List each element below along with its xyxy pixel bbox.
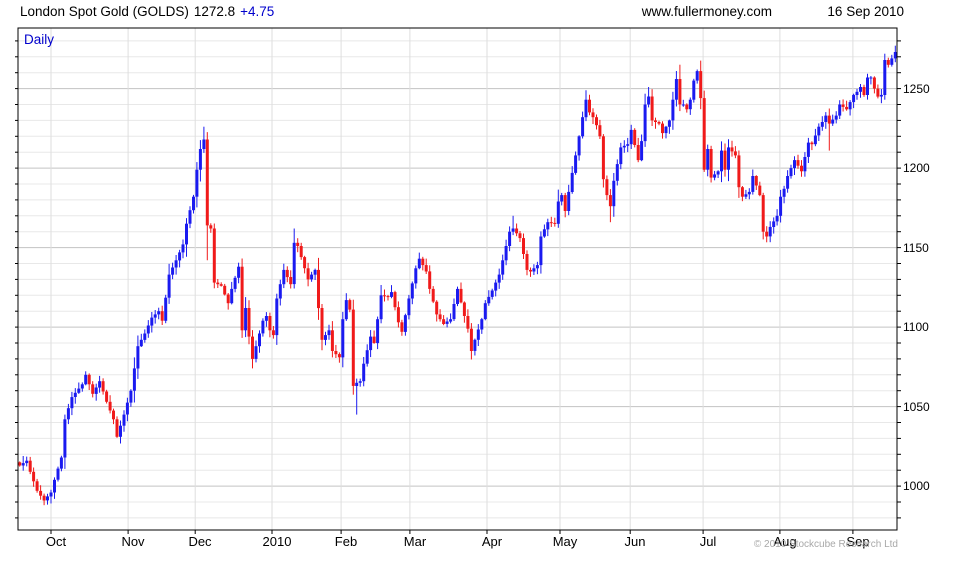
- price-change: +4.75: [240, 4, 275, 19]
- y-axis-tick-label: 1200: [903, 161, 930, 175]
- x-axis-month-label: Oct: [45, 534, 67, 549]
- y-axis-tick-label: 1050: [903, 400, 930, 414]
- x-axis-month-label: May: [552, 534, 578, 549]
- x-axis-month-label: Feb: [334, 534, 358, 549]
- x-axis-month-label: Aug: [773, 534, 797, 549]
- y-axis-tick-label: 1000: [903, 479, 930, 493]
- x-axis-month-label: Jul: [699, 534, 717, 549]
- x-axis-month-label: Nov: [121, 534, 145, 549]
- x-axis-month-label: Dec: [188, 534, 212, 549]
- x-axis-month-label: Mar: [403, 534, 427, 549]
- x-axis-month-label: Apr: [481, 534, 503, 549]
- x-axis-month-label: Sep: [846, 534, 870, 549]
- copyright-notice: © 2010 Stockcube Research Ltd: [753, 539, 898, 550]
- instrument-name: London Spot Gold (GOLDS): [20, 4, 189, 19]
- timeframe-label: Daily: [24, 32, 55, 47]
- x-axis-month-label: Jun: [624, 534, 646, 549]
- x-axis-month-label: 2010: [262, 534, 292, 549]
- y-axis-tick-label: 1250: [903, 82, 930, 96]
- last-price: 1272.8: [193, 4, 236, 19]
- y-axis-tick-label: 1100: [903, 320, 929, 334]
- y-axis-tick-label: 1150: [903, 241, 929, 255]
- website-link: www.fullermoney.com: [641, 4, 772, 19]
- chart-title: London Spot Gold (GOLDS) 1272.8 +4.75: [20, 4, 274, 19]
- chart-date: 16 Sep 2010: [827, 4, 904, 19]
